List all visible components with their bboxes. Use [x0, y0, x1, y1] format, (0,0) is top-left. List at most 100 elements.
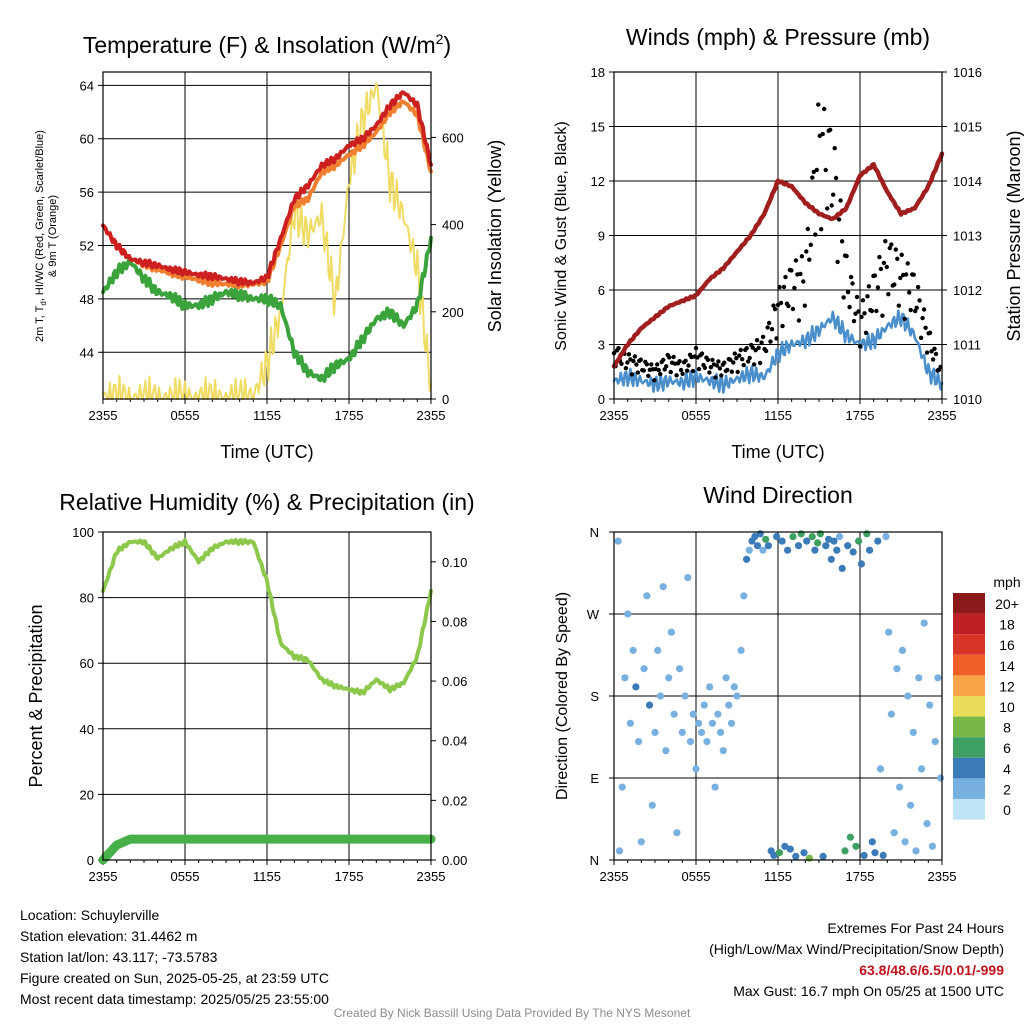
direction-point	[700, 701, 708, 709]
y2-tick-label: 0.08	[442, 614, 467, 629]
x-axis-label: Time (UTC)	[731, 442, 824, 462]
colorbar-swatch	[953, 634, 985, 655]
gust-point	[705, 357, 711, 362]
y2-tick-label: 0.00	[442, 853, 467, 868]
y2-tick-label: 600	[442, 130, 464, 145]
direction-point	[819, 852, 827, 861]
plot-border	[102, 71, 432, 400]
direction-point	[643, 592, 651, 600]
gust-point	[930, 357, 936, 362]
y-tick-label: 40	[80, 722, 94, 737]
y-axis-label: Direction (Colored By Speed)	[554, 592, 571, 800]
direction-point	[722, 674, 730, 682]
plot-border	[613, 71, 943, 400]
direction-point	[615, 847, 624, 855]
gust-point	[751, 362, 757, 367]
max-gust-text: Max Gust: 16.7 mph On 05/25 at 1500 UTC	[733, 983, 1004, 999]
gust-point	[644, 362, 649, 367]
y-tick-label: 80	[80, 591, 94, 606]
gust-point	[865, 294, 870, 299]
x-tick-label: 2355	[89, 869, 118, 884]
gust-point	[735, 369, 740, 375]
gust-point	[683, 358, 688, 363]
gust-point	[869, 308, 875, 314]
gust-point	[918, 335, 924, 340]
x-tick-label: 2355	[928, 869, 957, 884]
gust-point	[833, 175, 839, 181]
x-tick-label: 2355	[600, 869, 629, 884]
y2-tick-label: 1012	[953, 283, 982, 298]
gust-point	[778, 300, 784, 306]
gust-point	[898, 275, 903, 281]
y-tick-label: 20	[80, 787, 94, 802]
gust-point	[619, 361, 624, 366]
gust-point	[832, 146, 837, 151]
direction-point	[885, 628, 893, 636]
direction-point	[621, 674, 629, 682]
chart-title: Temperature (F) & Insolation (W/m2)	[83, 31, 451, 58]
gust-point	[677, 359, 682, 364]
y-tick-label: 52	[80, 239, 94, 254]
direction-point	[659, 583, 667, 591]
gust-point	[802, 303, 807, 308]
recent-text: Most recent data timestamp: 2025/05/25 2…	[20, 991, 329, 1007]
direction-point	[844, 542, 852, 550]
credit-text: Created By Nick Bassill Using Data Provi…	[333, 1006, 691, 1020]
gust-point	[625, 360, 630, 365]
gust-point	[765, 325, 770, 330]
gust-point	[728, 357, 733, 362]
direction-point	[614, 537, 622, 545]
gust-point	[851, 318, 857, 324]
direction-point	[846, 833, 855, 841]
gust-point	[798, 271, 803, 277]
direction-point	[876, 765, 885, 773]
y2-tick-label: 1010	[953, 392, 982, 407]
gust-point	[732, 351, 737, 356]
created-text: Figure created on Sun, 2025-05-25, at 23…	[20, 970, 329, 986]
direction-point	[830, 537, 838, 545]
direction-point	[756, 530, 764, 538]
gust-point	[729, 369, 734, 374]
gust-point	[747, 355, 752, 361]
y-tick-label: W	[587, 607, 600, 622]
gust-point	[860, 298, 866, 303]
latlon-text: Station lat/lon: 43.117; -73.5783	[20, 949, 218, 965]
direction-point	[863, 530, 871, 538]
gust-point	[756, 345, 761, 350]
gust-point	[719, 373, 724, 378]
gust-point	[856, 309, 861, 314]
direction-point	[814, 539, 822, 547]
x-tick-label: 1155	[253, 869, 281, 884]
gust-point	[893, 247, 898, 252]
direction-point	[773, 533, 781, 541]
gust-point	[881, 260, 887, 266]
gust-point	[740, 357, 745, 362]
direction-point	[917, 765, 926, 773]
y-tick-label: 60	[80, 656, 94, 671]
y-tick-label: N	[590, 853, 599, 868]
gust-point	[714, 363, 720, 368]
gust-point	[801, 279, 806, 284]
direction-point	[676, 665, 684, 673]
gust-point	[649, 362, 654, 367]
x-tick-label: 2355	[89, 408, 118, 423]
y2-axis-label: Solar Insolation (Yellow)	[485, 140, 505, 332]
direction-point	[893, 665, 901, 673]
x-tick-label: 2355	[417, 408, 446, 423]
x-tick-label: 2355	[928, 408, 957, 423]
y-tick-label: 18	[591, 65, 605, 80]
y2-tick-label: 0.04	[442, 734, 467, 749]
direction-point	[816, 530, 825, 538]
direction-point	[797, 530, 805, 538]
direction-point	[857, 560, 866, 568]
gust-point	[737, 353, 742, 358]
y-tick-label: 6	[598, 283, 605, 298]
gust-point	[674, 373, 679, 378]
gust-point	[690, 368, 696, 374]
colorbar-swatch	[953, 737, 985, 758]
y-tick-label: 56	[80, 185, 94, 200]
direction-point	[686, 738, 695, 746]
colorbar-label: 18	[999, 617, 1015, 633]
gust-point	[646, 373, 651, 379]
gust-point	[786, 303, 791, 309]
